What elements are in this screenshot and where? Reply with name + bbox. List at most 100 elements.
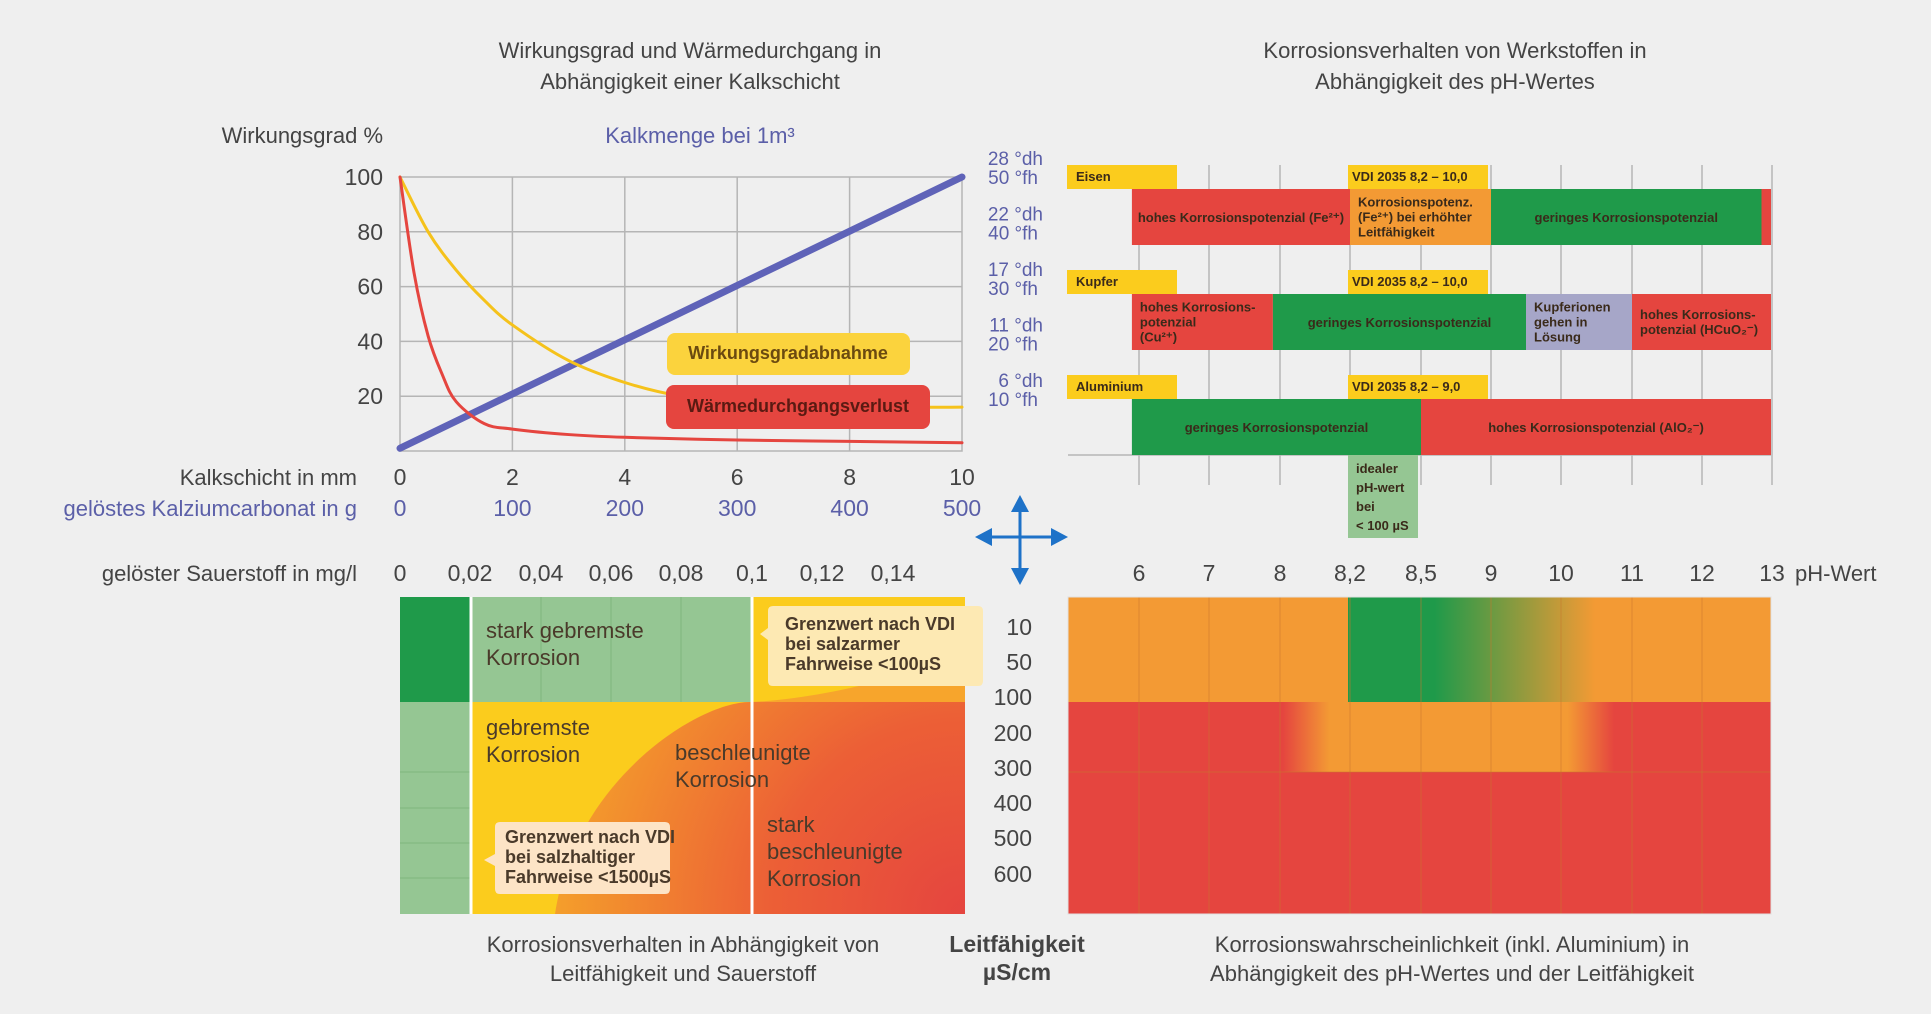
hardness-dh-label: 6 °dh (998, 371, 1043, 392)
callout-salzarm-text: Grenzwert nach VDI bei salzarmer Fahrweise… (785, 614, 955, 674)
heatmap-orange-band (1283, 702, 1614, 772)
legend-box-wirkungsgrad (667, 333, 910, 375)
x-tick-label: 0 (394, 464, 407, 490)
callout-text: Grenzwert nach VDI bei salzarmer Fahrweise… (785, 614, 955, 674)
conductivity-ticks: 10 50 100 200 300 400 500 600 (994, 614, 1032, 887)
ph-material-bars: Eisen VDI 2035 8,2 – 10,0 hohes Korrosions… (1067, 165, 1771, 455)
segment-label: hohes Korrosions-potenzial (Cu²⁺) (1140, 300, 1256, 345)
y-tick-label: 100 (345, 164, 383, 190)
conductivity-tick: 50 (1006, 649, 1032, 675)
x2-tick-label: 500 (943, 495, 981, 521)
vdi-range-label: VDI 2035 8,2 – 10,0 (1352, 169, 1468, 184)
segment-label: geringes Korrosionspotenzial (1185, 420, 1368, 435)
material-chart-title-2: Abhängigkeit des pH-Wertes (1315, 69, 1595, 94)
ph-x-ticks: 6 7 8 8,2 8,5 9 10 11 12 13 (1133, 560, 1785, 586)
x-tick-label: 10 (949, 464, 975, 490)
material-segment (1131, 294, 1273, 350)
oxygen-title-line: Leitfähigkeit und Sauerstoff (550, 961, 817, 986)
material-name: Aluminium (1076, 379, 1143, 394)
y-axis-label: Wirkungsgrad % (222, 123, 383, 148)
material-name-box (1067, 375, 1177, 399)
x2-axis-label: gelöstes Kalziumcarbonat in g (64, 496, 358, 521)
hardness-fh-label: 30 °fh (988, 279, 1038, 300)
oxygen-x-tick: 0,08 (659, 560, 704, 586)
callout-salzarm-box (760, 606, 983, 686)
material-segment (1350, 189, 1491, 245)
conductivity-label-1: Leitfähigkeit (949, 931, 1085, 957)
material-name-box (1067, 165, 1177, 189)
ph-axis-label: pH-Wert (1795, 561, 1877, 586)
oxygen-x-tick: 0,06 (589, 560, 634, 586)
heatmap-grid (1067, 596, 1772, 915)
hardness-fh-label: 20 °fh (988, 335, 1038, 356)
ph-x-tick: 9 (1485, 560, 1498, 586)
hardness-fh-label: 40 °fh (988, 224, 1038, 245)
line-chart-x-ticks: 0 2 4 6 8 100 100 200 300 400 500 (394, 464, 982, 521)
ph-x-tick: 10 (1548, 560, 1574, 586)
conductivity-tick: 500 (994, 825, 1032, 851)
conductivity-tick: 10 (1006, 614, 1032, 640)
zone-accelerated-top (752, 650, 965, 702)
ph-x-tick: 11 (1620, 560, 1644, 586)
efficiency-chart: Wirkungsgrad und Wärmedurchgang in Abhän… (64, 38, 1044, 521)
vdi-range-box (1348, 165, 1488, 189)
oxygen-chart-title: Korrosionsverhalten in Abhängigkeit von L… (487, 932, 880, 986)
series-kalkmenge (396, 173, 966, 452)
ph-x-tick: 6 (1133, 560, 1146, 586)
oxygen-title-line: Korrosionsverhalten in Abhängigkeit von (487, 932, 880, 957)
segment-label: Kupferionen gehen in Lösung (1534, 300, 1611, 345)
zone-label: beschleunigte Korrosion (675, 740, 811, 792)
heatmap-green-zone (1348, 597, 1595, 702)
ideal-ph-note: idealer pH-wert bei < 100 µS (1356, 461, 1409, 533)
oxygen-x-tick: 0,14 (871, 560, 916, 586)
oxygen-conductivity-chart: gelöster Sauerstoff in mg/l 0 0,02 0,04 0,0… (102, 560, 983, 986)
x2-tick-label: 300 (718, 495, 756, 521)
legend-box-waerme (666, 385, 930, 429)
hardness-dh-label: 22 °dh (988, 205, 1043, 226)
zone-dark-green (400, 597, 470, 702)
zone-label: gebremste Korrosion (486, 715, 590, 767)
heatmap-title: Korrosionswahrscheinlichkeit (inkl. Alum… (1210, 932, 1694, 986)
y-tick-label: 20 (357, 383, 383, 409)
conductivity-label-2: µS/cm (983, 959, 1051, 985)
material-segment (1526, 294, 1632, 350)
conductivity-tick: 100 (994, 684, 1032, 710)
segment-label: geringes Korrosionspotenzial (1308, 315, 1491, 330)
vdi-range-box (1348, 375, 1488, 399)
material-segment (1632, 294, 1771, 350)
y-tick-label: 80 (357, 219, 383, 245)
ideal-ph-text: idealer pH-wert bei < 100 µS (1356, 461, 1409, 533)
oxygen-x-ticks: 0 0,02 0,04 0,06 0,08 0,1 0,12 0,14 (394, 560, 916, 586)
legend-waermedurchgangsverlust: Wärmedurchgangsverlust (687, 396, 909, 416)
hardness-fh-label: 50 °fh (988, 168, 1038, 189)
zone-labels: stark gebremste Korrosion gebremste Korrosi… (486, 618, 903, 891)
oxygen-grid (400, 597, 682, 879)
x-tick-label: 4 (618, 464, 631, 490)
material-name: Eisen (1076, 169, 1111, 184)
callout-text: Grenzwert nach VDI bei salzhaltiger Fahrwe… (505, 827, 675, 887)
x2-tick-label: 100 (493, 495, 531, 521)
material-segment (1761, 189, 1771, 245)
material-chart-title-1: Korrosionsverhalten von Werkstoffen in (1263, 38, 1646, 63)
heatmap-frame (1067, 596, 1772, 915)
material-name-box (1067, 270, 1177, 294)
callout-salzhaltig-text: Grenzwert nach VDI bei salzhaltiger Fahrwe… (505, 827, 675, 887)
conductivity-tick: 400 (994, 790, 1032, 816)
zone-label: stark beschleunigte Korrosion (767, 812, 903, 891)
vdi-range-label: VDI 2035 8,2 – 10,0 (1352, 274, 1468, 289)
x2-tick-label: 0 (394, 495, 407, 521)
oxygen-axis-label: gelöster Sauerstoff in mg/l (102, 561, 357, 586)
heatmap-title-line: Abhängigkeit des pH-Wertes und der Leitf… (1210, 961, 1694, 986)
x-axis-label: Kalkschicht in mm (180, 465, 357, 490)
oxygen-x-tick: 0 (394, 560, 407, 586)
ph-x-tick: 7 (1203, 560, 1216, 586)
material-ph-chart: Korrosionsverhalten von Werkstoffen in A… (1067, 38, 1773, 538)
oxygen-x-tick: 0,12 (800, 560, 845, 586)
conductivity-tick: 300 (994, 755, 1032, 781)
ph-x-tick: 8,5 (1405, 560, 1437, 586)
line-chart-y-ticks: 100 80 60 40 20 (345, 164, 383, 409)
ph-x-tick: 13 (1759, 560, 1785, 586)
ph-x-tick: 8 (1274, 560, 1287, 586)
hardness-dh-label: 17 °dh (988, 260, 1043, 281)
x-tick-label: 2 (506, 464, 519, 490)
